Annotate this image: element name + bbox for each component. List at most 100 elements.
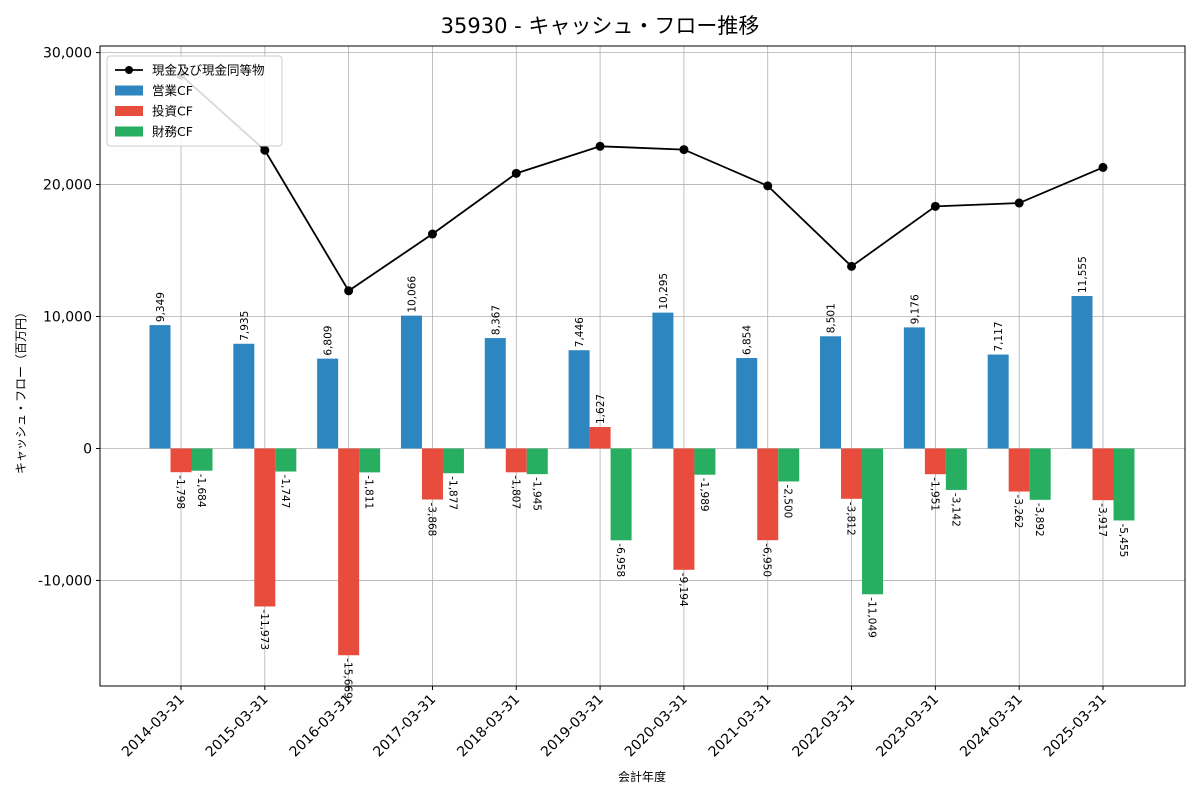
bar-財務CF-2023-03-31 — [945, 448, 967, 490]
x-tick-label: 2014-03-31 — [119, 692, 188, 761]
data-label: 1,627 — [595, 394, 607, 424]
legend-label: 営業CF — [152, 83, 193, 98]
cash-point-2025-03-31 — [1098, 162, 1108, 172]
legend-label: 財務CF — [152, 124, 193, 139]
data-label: -1,684 — [195, 474, 207, 508]
y-axis-label: キャッシュ・フロー（百万円） — [14, 306, 28, 474]
data-label: -1,811 — [363, 475, 375, 509]
x-tick-label: 2023-03-31 — [873, 692, 942, 761]
data-label: -3,868 — [425, 503, 437, 537]
cash-point-2018-03-31 — [511, 168, 521, 178]
legend-label: 現金及び現金同等物 — [152, 63, 265, 78]
bar-財務CF-2021-03-31 — [778, 448, 800, 482]
legend-swatch-投資CF — [115, 106, 143, 116]
cash-point-2017-03-31 — [427, 229, 437, 239]
bar-営業CF-2020-03-31 — [652, 312, 674, 449]
cash-line — [180, 74, 1104, 293]
bar-財務CF-2014-03-31 — [191, 448, 213, 471]
data-label: -3,812 — [845, 502, 857, 536]
data-label: 7,935 — [239, 311, 251, 341]
data-label: 6,854 — [742, 325, 754, 355]
bar-営業CF-2021-03-31 — [736, 358, 758, 449]
bar-営業CF-2018-03-31 — [484, 338, 506, 449]
data-label: -1,798 — [174, 475, 186, 509]
x-tick-label: 2017-03-31 — [370, 692, 439, 761]
data-label: -5,455 — [1117, 523, 1129, 557]
bar-投資CF-2025-03-31 — [1092, 448, 1114, 501]
bar-営業CF-2022-03-31 — [820, 336, 842, 449]
cash-point-2016-03-31 — [344, 286, 354, 296]
bar-財務CF-2016-03-31 — [359, 448, 381, 473]
data-label: -1,877 — [446, 476, 458, 510]
data-label: -11,049 — [866, 597, 878, 638]
data-label: -1,989 — [698, 478, 710, 512]
bar-財務CF-2024-03-31 — [1029, 448, 1051, 500]
x-tick-label: 2022-03-31 — [790, 692, 859, 761]
bar-営業CF-2017-03-31 — [400, 315, 422, 449]
bar-投資CF-2015-03-31 — [254, 448, 276, 607]
x-tick-label: 2025-03-31 — [1041, 692, 1110, 761]
bar-投資CF-2019-03-31 — [589, 427, 611, 449]
bar-投資CF-2014-03-31 — [170, 448, 192, 473]
data-label: -3,142 — [949, 493, 961, 527]
x-tick-label: 2024-03-31 — [957, 692, 1026, 761]
legend-label: 投資CF — [152, 104, 193, 119]
y-tick-label: 20,000 — [43, 178, 92, 194]
data-label: -1,747 — [279, 475, 291, 509]
bar-財務CF-2017-03-31 — [442, 448, 464, 474]
bar-投資CF-2018-03-31 — [505, 448, 527, 473]
cash-point-2022-03-31 — [847, 261, 857, 271]
data-label: -15,669 — [342, 658, 354, 699]
data-label: 8,501 — [826, 303, 838, 333]
bar-営業CF-2014-03-31 — [149, 325, 171, 449]
data-label: -6,950 — [761, 543, 773, 577]
y-tick-label: -10,000 — [38, 573, 92, 589]
bar-投資CF-2017-03-31 — [421, 448, 443, 500]
bar-営業CF-2015-03-31 — [233, 343, 255, 449]
data-label: -3,892 — [1033, 503, 1045, 537]
cash-point-2020-03-31 — [679, 145, 689, 155]
y-tick-label: 10,000 — [43, 310, 92, 326]
bar-投資CF-2021-03-31 — [757, 448, 779, 541]
bar-投資CF-2020-03-31 — [673, 448, 695, 570]
chart-title: 35930 - キャッシュ・フロー推移 — [441, 14, 760, 38]
legend-swatch-営業CF — [115, 85, 143, 96]
data-label: 7,446 — [574, 317, 586, 347]
x-tick-label: 2015-03-31 — [203, 692, 272, 761]
bar-営業CF-2019-03-31 — [568, 350, 590, 449]
bar-財務CF-2020-03-31 — [694, 448, 716, 475]
legend-box — [106, 55, 283, 147]
y-tick-label: 0 — [83, 441, 92, 457]
data-label: -9,194 — [677, 573, 689, 607]
data-label: 9,176 — [909, 294, 921, 324]
data-label: 9,349 — [155, 292, 167, 322]
cash-point-2019-03-31 — [595, 141, 605, 151]
plot-frame — [99, 45, 1186, 687]
bar-財務CF-2022-03-31 — [862, 448, 884, 595]
bar-財務CF-2025-03-31 — [1113, 448, 1135, 521]
data-label: -11,973 — [258, 609, 270, 650]
x-axis-label: 会計年度 — [618, 769, 666, 784]
data-labels-layer: 9,349 7,935 6,809 10,066 8,367 7,446 10,295 6,8… — [155, 256, 1129, 699]
bar-営業CF-2023-03-31 — [903, 327, 925, 449]
bar-投資CF-2016-03-31 — [338, 448, 360, 656]
bars-layer — [149, 295, 1135, 656]
y-tick-label: 30,000 — [43, 46, 92, 62]
data-label: 8,367 — [490, 305, 502, 335]
legend-marker — [125, 66, 133, 74]
bar-営業CF-2016-03-31 — [317, 358, 339, 449]
cash-point-2021-03-31 — [763, 181, 773, 191]
data-label: 7,117 — [993, 321, 1005, 351]
data-label: 11,555 — [1077, 256, 1089, 293]
bar-財務CF-2015-03-31 — [275, 448, 297, 472]
data-label: 10,295 — [658, 273, 670, 310]
cash-point-2015-03-31 — [260, 145, 270, 155]
data-label: 6,809 — [323, 326, 335, 356]
x-tick-label: 2018-03-31 — [454, 692, 523, 761]
bar-投資CF-2022-03-31 — [841, 448, 863, 499]
data-label: -1,945 — [530, 477, 542, 511]
bar-財務CF-2019-03-31 — [610, 448, 632, 541]
